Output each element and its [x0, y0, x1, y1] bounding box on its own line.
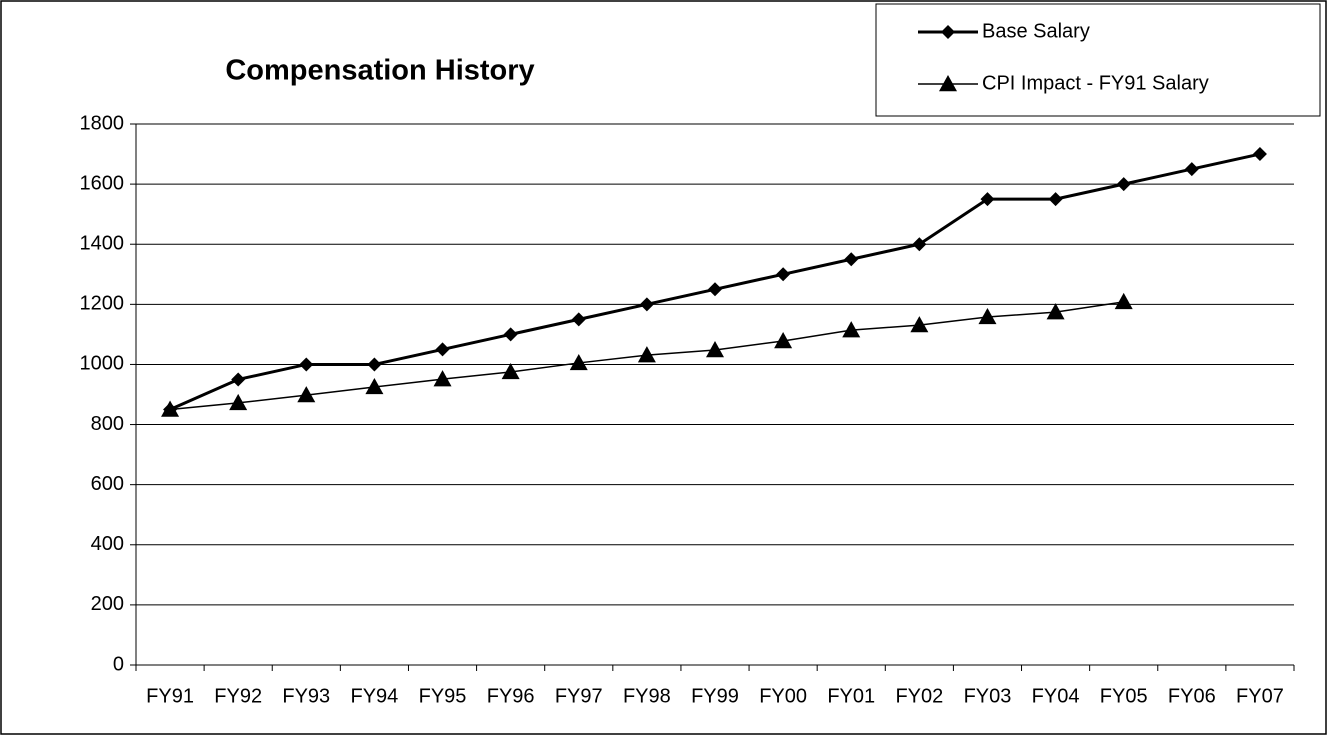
x-tick-label: FY93	[282, 685, 330, 707]
y-tick-label: 200	[91, 593, 124, 615]
data-point	[776, 267, 791, 282]
y-tick-label: 0	[113, 653, 124, 675]
data-point	[842, 321, 861, 338]
data-point	[435, 342, 450, 357]
y-tick-label: 1800	[80, 112, 125, 134]
data-point	[1048, 192, 1063, 207]
data-point	[367, 357, 382, 372]
data-point	[501, 362, 520, 380]
legend-marker	[939, 75, 957, 92]
y-tick-label: 1200	[80, 293, 125, 315]
data-point	[1046, 303, 1065, 320]
data-point	[299, 357, 314, 372]
data-point	[503, 327, 518, 342]
data-point	[637, 346, 656, 363]
x-tick-label: FY06	[1168, 685, 1216, 707]
data-point	[1252, 147, 1267, 162]
x-tick-label: FY01	[827, 685, 875, 707]
data-point	[571, 312, 586, 327]
y-tick-label: 800	[91, 413, 124, 435]
legend-label: Base Salary	[982, 20, 1090, 42]
data-point	[844, 252, 859, 267]
x-tick-label: FY02	[895, 685, 943, 707]
data-point	[1116, 177, 1131, 192]
y-tick-label: 1000	[80, 353, 125, 375]
data-point	[297, 386, 316, 403]
x-tick-label: FY95	[419, 685, 467, 707]
data-point	[639, 297, 654, 312]
x-tick-label: FY00	[759, 685, 807, 707]
data-point	[708, 282, 722, 297]
data-point	[161, 400, 180, 417]
data-point	[978, 307, 997, 325]
data-point	[706, 341, 724, 358]
x-tick-label: FY92	[214, 685, 262, 707]
legend-label: CPI Impact - FY91 Salary	[982, 72, 1209, 94]
data-point	[774, 332, 793, 349]
y-tick-label: 1600	[80, 172, 125, 194]
y-tick-label: 600	[91, 473, 124, 495]
data-point	[365, 377, 384, 395]
x-tick-label: FY94	[351, 685, 399, 707]
data-point	[231, 372, 246, 387]
data-point	[1114, 292, 1133, 310]
x-tick-label: FY05	[1100, 685, 1148, 707]
data-point	[229, 393, 248, 411]
x-tick-label: FY91	[146, 685, 194, 707]
data-point	[912, 237, 927, 252]
y-tick-label: 1400	[80, 233, 125, 255]
data-point	[910, 316, 929, 333]
data-point	[569, 353, 588, 371]
chart-title: Compensation History	[225, 55, 534, 87]
legend-marker	[941, 25, 955, 39]
x-tick-label: FY04	[1032, 685, 1080, 707]
data-point	[433, 370, 452, 387]
x-tick-label: FY07	[1236, 685, 1284, 707]
y-tick-label: 400	[91, 533, 124, 555]
legend-box	[875, 3, 1321, 117]
x-tick-label: FY98	[623, 685, 671, 707]
data-point	[1184, 162, 1199, 177]
x-tick-label: FY03	[964, 685, 1012, 707]
x-tick-label: FY97	[555, 685, 603, 707]
data-point	[980, 192, 995, 207]
x-tick-label: FY96	[487, 685, 535, 707]
x-tick-label: FY99	[691, 685, 739, 707]
